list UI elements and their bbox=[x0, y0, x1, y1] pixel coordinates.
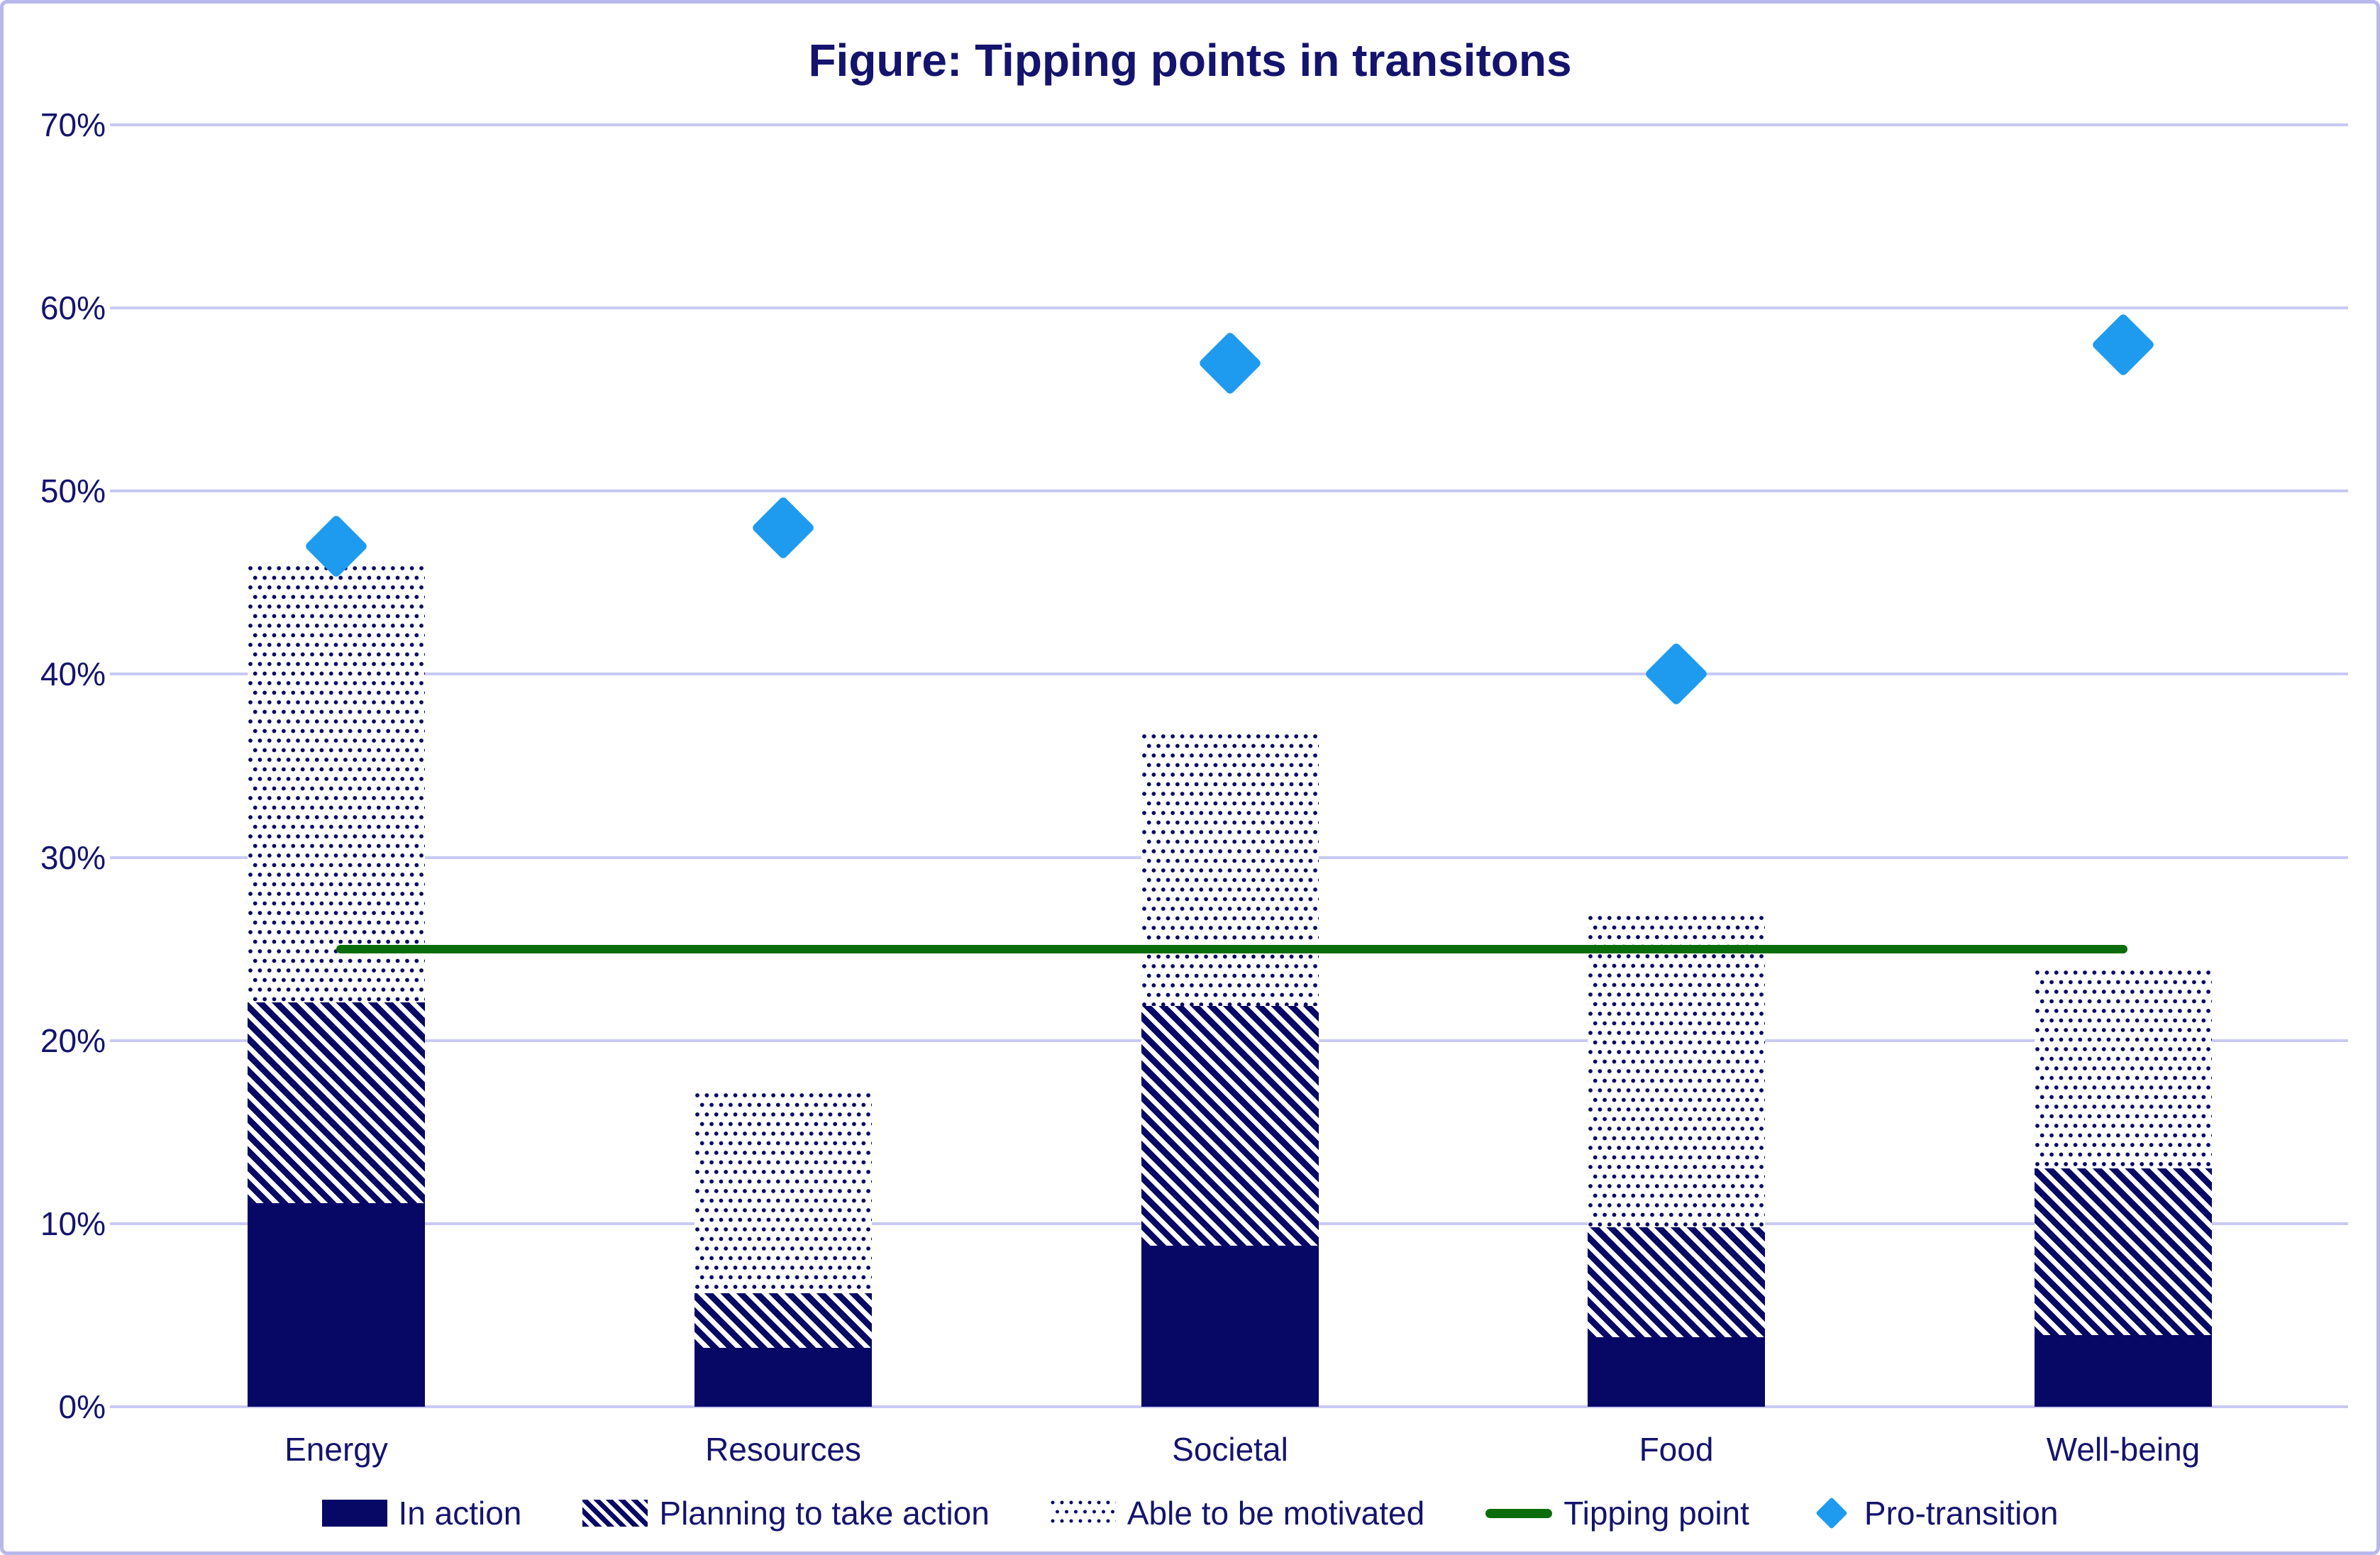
legend-item-motivated: Able to be motivated bbox=[1050, 1492, 1425, 1534]
bar-segment-solid-energy bbox=[248, 1203, 425, 1407]
y-axis-tick-label: 0% bbox=[58, 1388, 106, 1425]
legend-item-pro-transition: Pro-transition bbox=[1810, 1492, 2059, 1534]
x-axis-label-food: Food bbox=[1639, 1431, 1714, 1468]
pro-transition-diamond-food bbox=[1644, 642, 1709, 707]
legend-label: Pro-transition bbox=[1864, 1495, 2059, 1532]
bar-segment-hatch-well-being bbox=[2035, 1168, 2212, 1336]
pro-transition-diamond-societal bbox=[1197, 331, 1263, 395]
bar-segment-dots-resources bbox=[694, 1091, 872, 1293]
y-axis-tick-label: 20% bbox=[40, 1022, 106, 1059]
chart-title: Figure: Tipping points in transitons bbox=[808, 35, 1572, 86]
blue-diamond-swatch-icon bbox=[1815, 1497, 1848, 1529]
gridline-40 bbox=[110, 673, 2348, 676]
bar-segment-solid-food bbox=[1588, 1337, 1765, 1407]
y-axis-tick-label: 60% bbox=[40, 289, 106, 327]
legend: In action Planning to take action Able t… bbox=[4, 1486, 2376, 1540]
x-axis-label-societal: Societal bbox=[1172, 1431, 1288, 1468]
x-axis-label-well-being: Well-being bbox=[2046, 1431, 2201, 1468]
tipping-point-line bbox=[336, 944, 2127, 953]
pro-transition-diamond-well-being bbox=[2091, 312, 2156, 377]
legend-label: Able to be motivated bbox=[1127, 1495, 1425, 1532]
bar-segment-hatch-societal bbox=[1141, 1005, 1319, 1246]
bar-segment-solid-resources bbox=[694, 1348, 872, 1407]
y-axis-tick-label: 30% bbox=[40, 839, 106, 876]
legend-label: Tipping point bbox=[1563, 1495, 1749, 1532]
x-axis-label-energy: Energy bbox=[284, 1431, 388, 1468]
bar-segment-hatch-resources bbox=[694, 1293, 872, 1349]
legend-label: Planning to take action bbox=[659, 1495, 990, 1532]
bar-segment-hatch-energy bbox=[248, 1002, 425, 1204]
bar-segment-dots-societal bbox=[1141, 733, 1319, 1006]
dots-swatch-icon bbox=[1050, 1500, 1116, 1527]
legend-item-planning: Planning to take action bbox=[582, 1492, 990, 1534]
y-axis-tick-label: 70% bbox=[40, 106, 106, 143]
bar-segment-solid-societal bbox=[1141, 1245, 1319, 1407]
bar-segment-dots-food bbox=[1588, 914, 1765, 1228]
pro-transition-diamond-resources bbox=[751, 495, 816, 560]
y-axis-tick-label: 10% bbox=[40, 1205, 106, 1242]
bar-segment-dots-well-being bbox=[2035, 969, 2212, 1169]
gridline-50 bbox=[110, 489, 2348, 493]
legend-label: In action bbox=[398, 1495, 522, 1532]
bar-segment-solid-well-being bbox=[2035, 1335, 2212, 1407]
legend-item-in-action: In action bbox=[321, 1492, 522, 1534]
y-axis-tick-label: 50% bbox=[40, 472, 106, 510]
gridline-0 bbox=[110, 1405, 2348, 1408]
legend-item-tipping-point: Tipping point bbox=[1485, 1492, 1749, 1534]
gridline-70 bbox=[110, 123, 2348, 126]
bar-segment-hatch-food bbox=[1588, 1227, 1765, 1337]
solid-swatch-icon bbox=[321, 1500, 387, 1527]
x-axis-label-resources: Resources bbox=[705, 1431, 861, 1468]
hatch-swatch-icon bbox=[582, 1500, 648, 1527]
bar-segment-dots-energy bbox=[248, 564, 425, 1002]
green-line-swatch-icon bbox=[1485, 1508, 1553, 1518]
gridline-60 bbox=[110, 306, 2348, 310]
y-axis-tick-label: 40% bbox=[40, 655, 106, 693]
